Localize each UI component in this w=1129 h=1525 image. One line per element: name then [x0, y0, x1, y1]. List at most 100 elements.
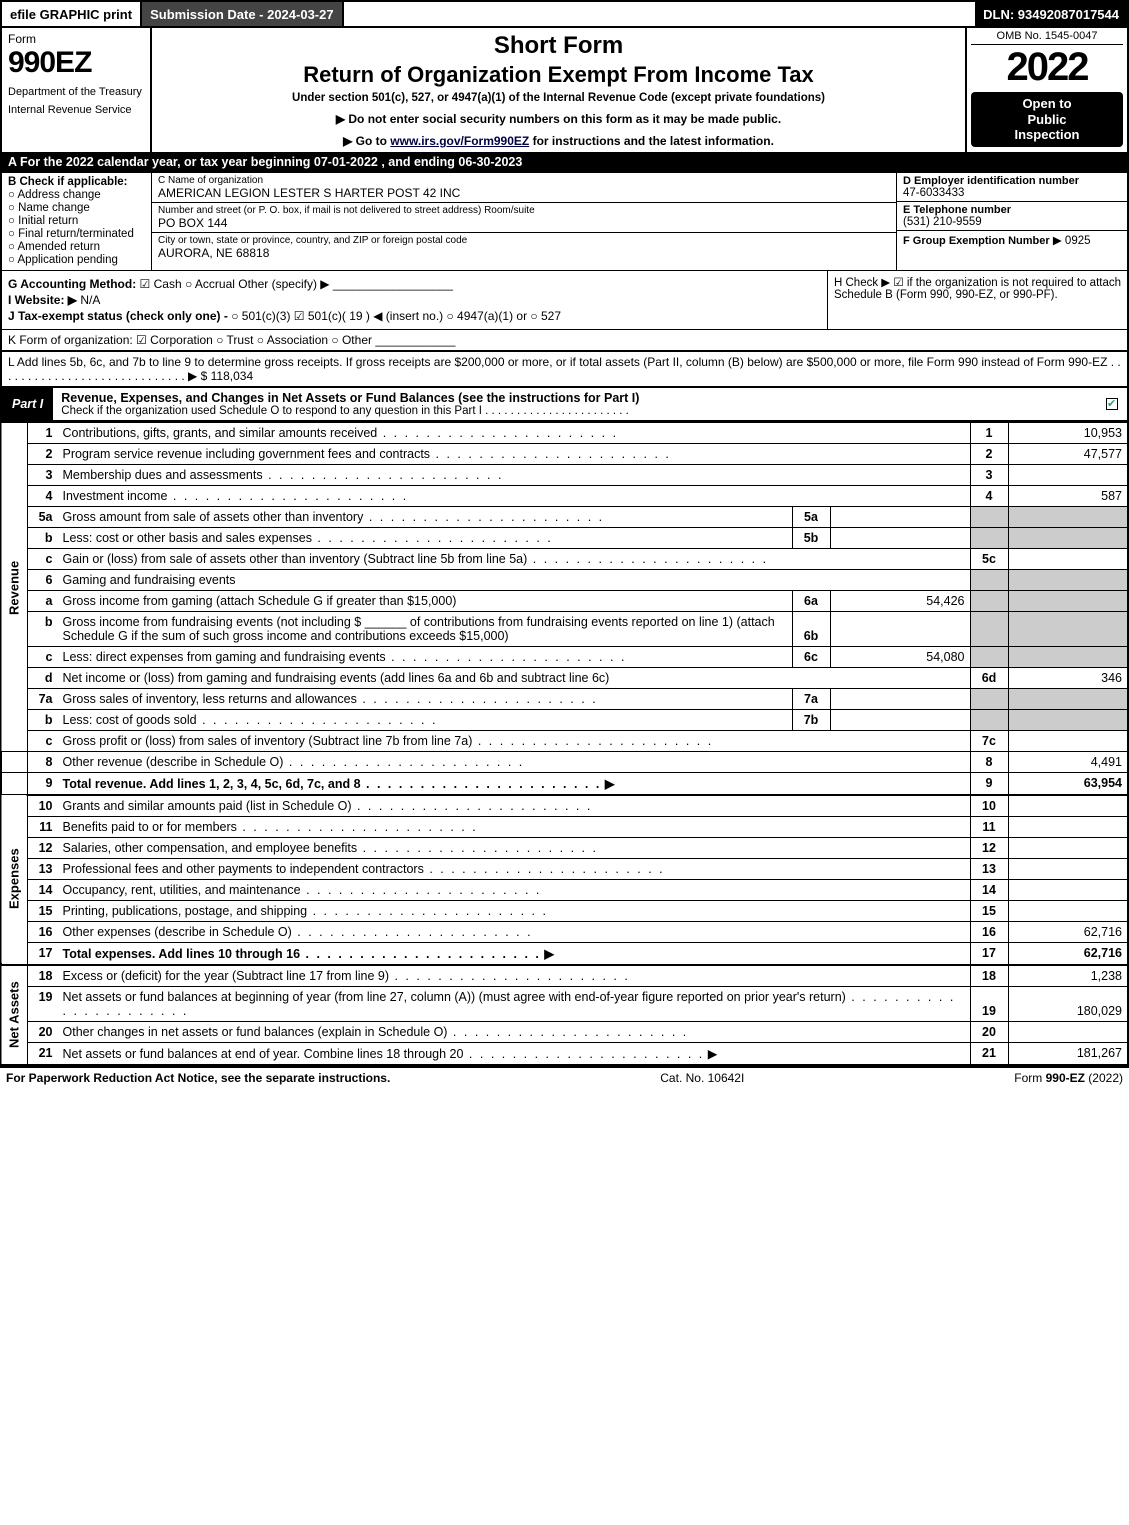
r7a-num: 7a: [28, 689, 58, 710]
r14-desc: Occupancy, rent, utilities, and maintena…: [58, 880, 971, 901]
chk-final-return[interactable]: Final return/terminated: [8, 228, 145, 240]
g-accounting: G Accounting Method: ☑ Cash ○ Accrual Ot…: [8, 277, 821, 291]
r11-rnum: 11: [970, 817, 1008, 838]
r16-rval: 62,716: [1008, 922, 1128, 943]
g-options[interactable]: ☑ Cash ○ Accrual Other (specify) ▶ _____…: [140, 277, 453, 291]
r6d-num: d: [28, 668, 58, 689]
r9-desc: Total revenue. Add lines 1, 2, 3, 4, 5c,…: [58, 773, 971, 795]
r10-num: 10: [28, 795, 58, 817]
row-17: 17 Total expenses. Add lines 10 through …: [1, 943, 1128, 965]
irs-link[interactable]: www.irs.gov/Form990EZ: [390, 134, 529, 148]
inspect-1: Open to: [973, 96, 1121, 112]
r2-rval: 47,577: [1008, 444, 1128, 465]
r9-rval: 63,954: [1008, 773, 1128, 795]
row-6: 6 Gaming and fundraising events: [1, 570, 1128, 591]
chk-application-pending[interactable]: Application pending: [8, 254, 145, 266]
r9-sidepad: [1, 773, 28, 795]
row-20: 20 Other changes in net assets or fund b…: [1, 1022, 1128, 1043]
r6c-innum: 6c: [792, 647, 830, 668]
r18-num: 18: [28, 965, 58, 987]
r4-rval: 587: [1008, 486, 1128, 507]
r20-num: 20: [28, 1022, 58, 1043]
row-bcdef: B Check if applicable: Address change Na…: [0, 173, 1129, 270]
r19-desc: Net assets or fund balances at beginning…: [58, 987, 971, 1022]
line-l-amount: 118,034: [211, 369, 254, 383]
r19-rnum: 19: [970, 987, 1008, 1022]
chk-name-change[interactable]: Name change: [8, 202, 145, 214]
chk-initial-return[interactable]: Initial return: [8, 215, 145, 227]
efile-label: efile GRAPHIC print: [2, 2, 142, 26]
r20-rnum: 20: [970, 1022, 1008, 1043]
r7c-num: c: [28, 731, 58, 752]
r6-shade2: [1008, 570, 1128, 591]
part1-check[interactable]: [1097, 388, 1127, 420]
f-group-label: F Group Exemption Number: [903, 235, 1050, 247]
row-7b: b Less: cost of goods sold 7b: [1, 710, 1128, 731]
row-3: 3 Membership dues and assessments 3: [1, 465, 1128, 486]
row-6b: b Gross income from fundraising events (…: [1, 612, 1128, 647]
r7a-inval: [830, 689, 970, 710]
r7b-shade2: [1008, 710, 1128, 731]
r6c-shade2: [1008, 647, 1128, 668]
row-18: Net Assets 18 Excess or (deficit) for th…: [1, 965, 1128, 987]
r5b-desc: Less: cost or other basis and sales expe…: [58, 528, 793, 549]
r6c-inval: 54,080: [830, 647, 970, 668]
r12-num: 12: [28, 838, 58, 859]
r17-desc: Total expenses. Add lines 10 through 16: [58, 943, 971, 965]
r19-num: 19: [28, 987, 58, 1022]
row-12: 12 Salaries, other compensation, and emp…: [1, 838, 1128, 859]
r7b-desc: Less: cost of goods sold: [58, 710, 793, 731]
d-ein-label: D Employer identification number: [903, 175, 1121, 187]
r3-rnum: 3: [970, 465, 1008, 486]
r5c-rval: [1008, 549, 1128, 570]
row-6a: a Gross income from gaming (attach Sched…: [1, 591, 1128, 612]
r4-desc: Investment income: [58, 486, 971, 507]
r5c-num: c: [28, 549, 58, 570]
j-options[interactable]: ○ 501(c)(3) ☑ 501(c)( 19 ) ◀ (insert no.…: [231, 309, 561, 323]
r2-rnum: 2: [970, 444, 1008, 465]
r6a-innum: 6a: [792, 591, 830, 612]
r8-sidepad: [1, 752, 28, 773]
r1-rval: 10,953: [1008, 423, 1128, 444]
r6a-desc: Gross income from gaming (attach Schedul…: [58, 591, 793, 612]
part1-title: Revenue, Expenses, and Changes in Net As…: [53, 388, 1097, 420]
col-def: D Employer identification number 47-6033…: [897, 173, 1127, 270]
dln-label: DLN: 93492087017544: [975, 2, 1127, 26]
line-k: K Form of organization: ☑ Corporation ○ …: [0, 329, 1129, 351]
r6b-shade1: [970, 612, 1008, 647]
r5b-shade1: [970, 528, 1008, 549]
r16-rnum: 16: [970, 922, 1008, 943]
row-9: 9 Total revenue. Add lines 1, 2, 3, 4, 5…: [1, 773, 1128, 795]
part1-title-text: Revenue, Expenses, and Changes in Net As…: [61, 391, 639, 405]
form-title: Return of Organization Exempt From Incom…: [160, 62, 957, 88]
r5a-innum: 5a: [792, 507, 830, 528]
r21-rnum: 21: [970, 1043, 1008, 1066]
r7a-innum: 7a: [792, 689, 830, 710]
r3-num: 3: [28, 465, 58, 486]
header-right: OMB No. 1545-0047 2022 Open to Public In…: [967, 28, 1127, 152]
topbar-spacer: [344, 2, 976, 26]
e-phone-label: E Telephone number: [903, 204, 1121, 216]
col-c: C Name of organization AMERICAN LEGION L…: [152, 173, 897, 270]
r7c-rnum: 7c: [970, 731, 1008, 752]
r1-desc: Contributions, gifts, grants, and simila…: [58, 423, 971, 444]
r11-rval: [1008, 817, 1128, 838]
r15-rval: [1008, 901, 1128, 922]
i-value: N/A: [80, 293, 100, 307]
row-4: 4 Investment income 4 587: [1, 486, 1128, 507]
r10-desc: Grants and similar amounts paid (list in…: [58, 795, 971, 817]
r8-rval: 4,491: [1008, 752, 1128, 773]
row-21: 21 Net assets or fund balances at end of…: [1, 1043, 1128, 1066]
r4-num: 4: [28, 486, 58, 507]
r1-rnum: 1: [970, 423, 1008, 444]
row-6d: d Net income or (loss) from gaming and f…: [1, 668, 1128, 689]
footer-right: Form 990-EZ (2022): [1014, 1071, 1123, 1085]
r17-num: 17: [28, 943, 58, 965]
r6c-num: c: [28, 647, 58, 668]
footer-cat: Cat. No. 10642I: [660, 1071, 744, 1085]
row-a-tax-year: A For the 2022 calendar year, or tax yea…: [0, 152, 1129, 173]
chk-amended-return[interactable]: Amended return: [8, 241, 145, 253]
r6a-shade2: [1008, 591, 1128, 612]
line-l: L Add lines 5b, 6c, and 7b to line 9 to …: [0, 351, 1129, 387]
chk-address-change[interactable]: Address change: [8, 189, 145, 201]
